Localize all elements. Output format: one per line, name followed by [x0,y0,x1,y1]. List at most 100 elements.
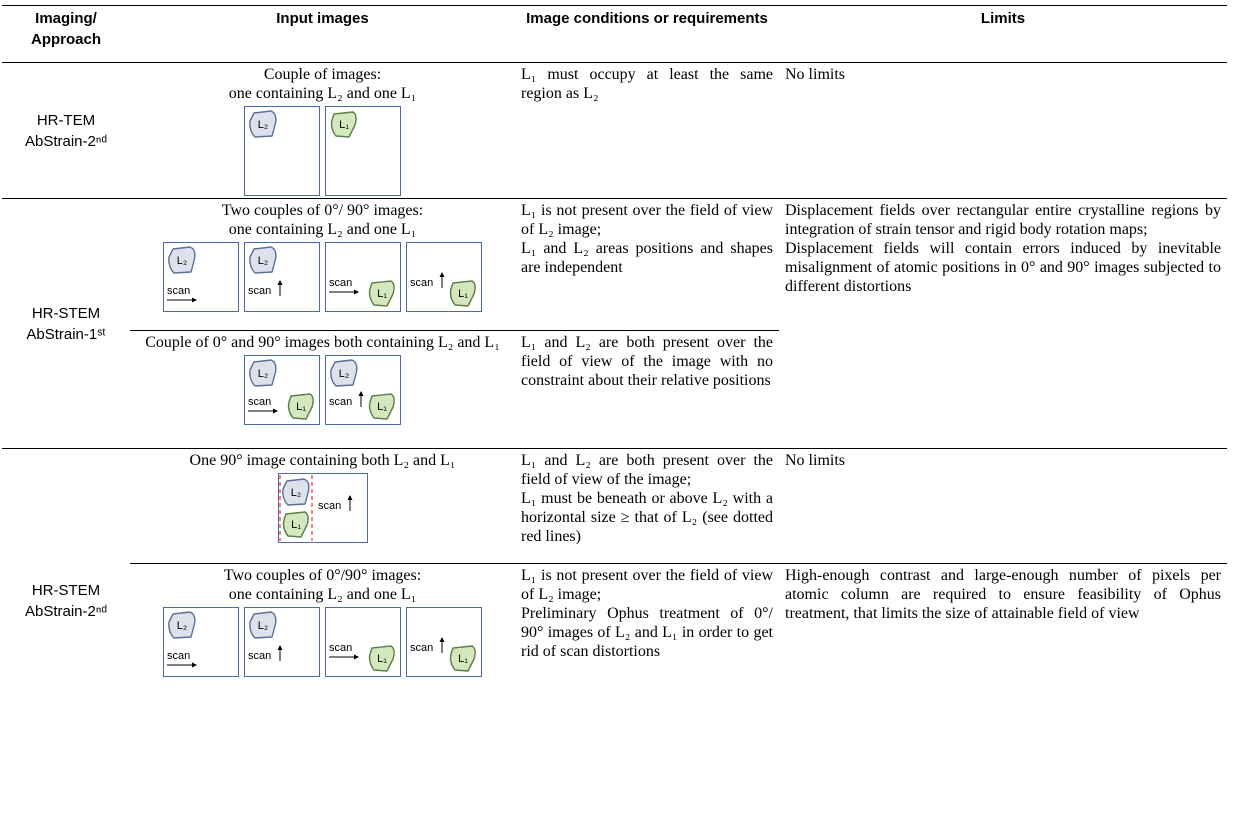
panel-row: L₂ scan L₂ scan L₁ scan L₁ scan [136,607,509,677]
approach-cell: HR-TEM AbStrain-2ⁿᵈ [2,62,130,199]
region-label: L₂ [290,487,300,499]
column-header: Input images [130,5,515,63]
scan-arrowhead [358,391,364,396]
image-panel: L₂ scan [244,607,320,677]
approach-cell: HR-STEM AbStrain-2ⁿᵈ [2,448,130,754]
table-row: HR-TEM AbStrain-2ⁿᵈ Couple of images: one… [2,62,1227,199]
input-text: Two couples of 0°/ 90° images: one conta… [221,202,424,238]
l1-region [368,393,395,420]
region-label: L₁ [377,653,387,665]
scan-arrowhead [439,637,445,642]
input-cell: Couple of 0° and 90° images both contain… [130,330,515,449]
l1-region [287,393,314,420]
l2-region [249,611,277,639]
table-body: HR-TEM AbStrain-2ⁿᵈ Couple of images: one… [2,62,1227,754]
scan-label: scan [410,277,433,289]
scan-label: scan [318,500,341,512]
image-panel: L₂ [244,106,320,196]
image-panel: L₂ scan [163,607,239,677]
scan-label: scan [167,650,190,662]
comparison-table: Imaging/ Approach Input images Image condi… [2,5,1227,754]
input-text: Couple of images: one containing L₂ and … [228,66,417,102]
panel-row: L₂ scan L₂ scan L₁ scan L₁ scan [136,242,509,312]
l2-region [330,359,358,387]
limits-cell: Displacement fields over rectangular ent… [779,198,1227,449]
region-label: L₁ [458,653,468,665]
table-row: HR-STEM AbStrain-1ˢᵗ Two couples of 0°/ 9… [2,198,1227,449]
region-label: L₁ [458,288,468,300]
scan-arrowhead [439,272,445,277]
panel-row: L₂ L₁ scan [136,473,509,543]
image-panel: L₁ [325,106,401,196]
l1-region [330,111,357,138]
panel-row: L₂ L₁ scan L₂ L₁ scan [136,355,509,425]
scan-label: scan [248,650,271,662]
image-panel: L₁ scan [406,242,482,312]
scan-arrowhead [277,645,283,650]
scan-label: scan [167,285,190,297]
scan-arrowhead [192,662,197,668]
image-panel: L₂ L₁ scan [244,355,320,425]
l2-region [168,246,196,274]
scan-label: scan [248,396,271,408]
region-label: L₂ [258,255,268,267]
input-cell: Two couples of 0°/ 90° images: one conta… [130,198,515,331]
conditions-cell: L₁ and L₂ are both present over the fiel… [515,330,779,449]
scan-label: scan [329,277,352,289]
l2-region [281,478,310,506]
image-panel: L₁ scan [325,242,401,312]
region-label: L₁ [296,401,306,413]
limits-cell: No limits [779,448,1227,564]
image-panel: L₁ scan [406,607,482,677]
region-label: L₂ [258,368,268,380]
scan-label: scan [329,396,352,408]
region-label: L₁ [377,401,387,413]
input-text: Couple of 0° and 90° images both contain… [145,334,500,351]
input-cell: One 90° image containing both L₂ and L₁ L… [130,448,515,564]
scan-label: scan [329,642,352,654]
conditions-cell: L₁ must occupy at least the same region … [515,62,779,199]
input-cell: Two couples of 0°/90° images: one contai… [130,563,515,754]
region-label: L₁ [291,519,301,531]
page: Imaging/ Approach Input images Image condi… [2,5,1227,754]
scan-arrowhead [354,654,359,660]
region-label: L₂ [339,368,349,380]
conditions-cell: L₁ is not present over the field of view… [515,198,779,331]
region-label: L₂ [177,620,187,632]
approach-cell: HR-STEM AbStrain-1ˢᵗ [2,198,130,449]
l2-region [249,246,277,274]
panel-border [325,106,401,196]
table-row: Two couples of 0°/90° images: one contai… [2,563,1227,754]
input-text: One 90° image containing both L₂ and L₁ [189,452,456,469]
panel-row: L₂ L₁ [136,106,509,196]
region-label: L₁ [339,119,349,131]
l2-region [249,359,277,387]
l1-region [449,280,476,307]
region-label: L₂ [177,255,187,267]
region-label: L₁ [377,288,387,300]
region-label: L₂ [258,620,268,632]
table-row: HR-STEM AbStrain-2ⁿᵈ One 90° image contai… [2,448,1227,754]
input-cell: Couple of images: one containing L₂ and … [130,62,515,199]
image-panel: L₂ scan [244,242,320,312]
column-header: Imaging/ Approach [2,5,130,63]
image-panel: L₂ L₁ scan [277,473,368,543]
region-label: L₂ [258,119,268,131]
l1-region [282,511,309,538]
l1-region [368,645,395,672]
l2-region [249,110,277,138]
table-row: Couple of 0° and 90° images both contain… [2,330,1227,449]
header-row: Imaging/ Approach Input images Image condi… [2,5,1227,63]
input-text: Two couples of 0°/90° images: one contai… [223,567,422,603]
scan-arrowhead [277,280,283,285]
column-header: Limits [779,5,1227,63]
image-panel: L₁ scan [325,607,401,677]
scan-arrowhead [273,408,278,414]
scan-arrowhead [354,289,359,295]
image-panel: L₂ scan [163,242,239,312]
scan-label: scan [410,642,433,654]
column-header: Image conditions or requirements [515,5,779,63]
limits-cell: High-enough contrast and large-enough nu… [779,563,1227,754]
conditions-cell: L₁ and L₂ are both present over the fiel… [515,448,779,564]
image-panel: L₂ L₁ scan [325,355,401,425]
